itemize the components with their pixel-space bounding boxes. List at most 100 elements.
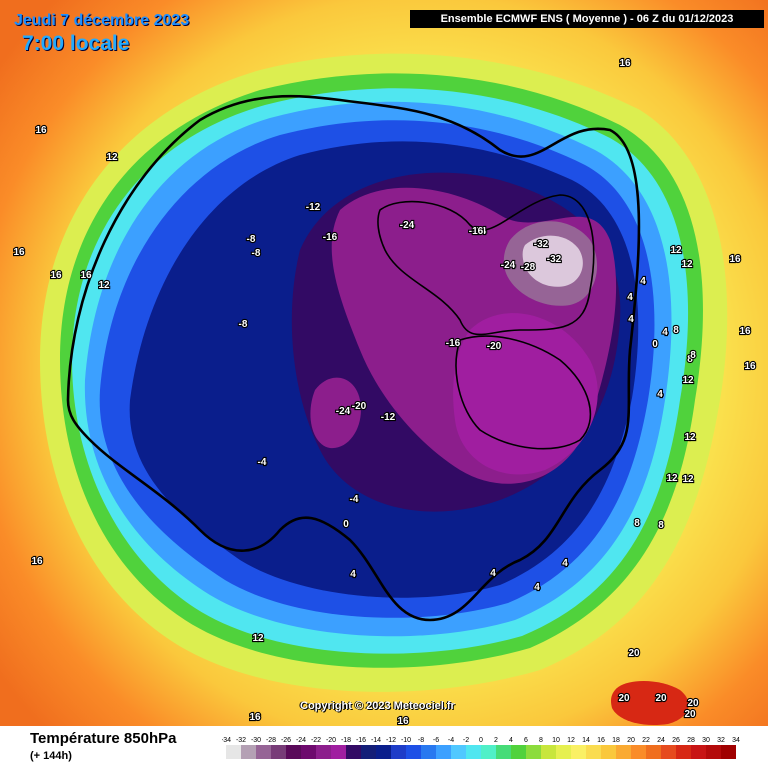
contour-label: 16	[744, 361, 756, 372]
scale-tick-label: -2	[463, 737, 469, 744]
contour-label: 12	[252, 633, 264, 644]
scale-tick-label: -4	[448, 737, 454, 744]
scale-swatch	[376, 745, 391, 759]
contour-label: 20	[687, 698, 699, 709]
contour-label: 4	[490, 568, 496, 579]
forecast-date: Jeudi 7 décembre 2023	[14, 12, 190, 29]
contour-label: -16	[323, 232, 338, 243]
scale-tick-label: -32	[236, 737, 246, 744]
scale-swatch	[256, 745, 271, 759]
contour-label: -20	[487, 341, 502, 352]
contour-label: 4	[534, 582, 540, 593]
contour-label: 4	[640, 276, 646, 287]
scale-tick-label: 24	[657, 737, 665, 744]
contour-label: 4	[627, 292, 633, 303]
contour-label: 8	[690, 350, 696, 361]
scale-swatch	[601, 745, 616, 759]
contour-label: 12	[682, 474, 694, 485]
isotherm-minus-20	[455, 335, 592, 450]
contour-label: -4	[258, 457, 267, 468]
contour-label: 12	[98, 280, 110, 291]
scale-tick-label: -34	[222, 737, 231, 744]
contour-label: -32	[534, 239, 549, 250]
contour-label: 16	[739, 326, 751, 337]
contour-label: 12	[666, 473, 678, 484]
band-magenta-scand	[310, 377, 361, 449]
contour-label: 4	[662, 327, 668, 338]
contour-label: 16	[35, 125, 47, 136]
contour-label: -16	[469, 226, 484, 237]
contour-label: 20	[655, 693, 667, 704]
band-hot-africa	[611, 681, 689, 726]
scale-swatch	[451, 745, 466, 759]
scale-tick-label: -10	[401, 737, 411, 744]
contour-label: 20	[684, 709, 696, 720]
scale-swatch	[706, 745, 721, 759]
scale-swatch	[346, 745, 361, 759]
contour-label: -24	[400, 220, 415, 231]
scale-swatch	[436, 745, 451, 759]
scale-tick-label: -28	[266, 737, 276, 744]
contour-label: 8	[658, 520, 664, 531]
scale-tick-label: 4	[509, 737, 513, 744]
scale-swatch	[466, 745, 481, 759]
contour-label: 4	[350, 569, 356, 580]
scale-swatch	[271, 745, 286, 759]
contour-label: -8	[239, 319, 248, 330]
isotherm-minus-24	[377, 194, 595, 336]
scale-tick-label: -12	[386, 737, 396, 744]
scale-tick-label: 30	[702, 737, 710, 744]
scale-swatch	[421, 745, 436, 759]
scale-tick-label: 2	[494, 737, 498, 744]
freezing-isotherm	[66, 94, 641, 622]
forecast-local-time: 7:00 locale	[22, 32, 130, 55]
scale-swatch	[721, 745, 736, 759]
scale-swatch	[676, 745, 691, 759]
scale-swatch	[481, 745, 496, 759]
contour-label: 12	[684, 432, 696, 443]
contour-label: 0	[652, 339, 658, 350]
color-scale: -34-32-30-28-26-24-22-20-18-16-14-12-10-…	[222, 737, 740, 759]
scale-swatch	[511, 745, 526, 759]
scale-tick-label: 26	[672, 737, 680, 744]
scale-swatch	[616, 745, 631, 759]
scale-tick-label: -8	[418, 737, 424, 744]
contour-label: -24	[336, 406, 351, 417]
band-coldest-core	[522, 235, 583, 287]
scale-swatch	[226, 745, 241, 759]
contour-label: 4	[628, 314, 634, 325]
scale-swatch	[526, 745, 541, 759]
contour-label: 12	[670, 245, 682, 256]
copyright-notice: Copyright © 2023 Meteociel.fr	[300, 700, 455, 712]
scale-tick-label: 32	[717, 737, 725, 744]
scale-swatch	[391, 745, 406, 759]
scale-swatch	[301, 745, 316, 759]
contour-label: 20	[618, 693, 630, 704]
contour-label: 12	[106, 152, 118, 163]
scale-swatch	[331, 745, 346, 759]
contour-label: 12	[681, 259, 693, 270]
scale-swatch	[241, 745, 256, 759]
contour-label: 4	[562, 558, 568, 569]
scale-swatch	[646, 745, 661, 759]
scale-tick-label: 16	[597, 737, 605, 744]
contour-label: -32	[547, 254, 562, 265]
scale-tick-label: -22	[311, 737, 321, 744]
contour-label: 16	[619, 58, 631, 69]
contour-label: -4	[350, 494, 359, 505]
scale-tick-label: 34	[732, 737, 740, 744]
contour-label: 16	[249, 712, 261, 723]
scale-tick-label: 0	[479, 737, 483, 744]
scale-tick-label: -26	[281, 737, 291, 744]
scale-swatch	[406, 745, 421, 759]
scale-tick-label: -18	[341, 737, 351, 744]
band-purple-2	[453, 313, 598, 475]
scale-swatch	[556, 745, 571, 759]
contour-label: 16	[31, 556, 43, 567]
scale-tick-label: -16	[356, 737, 366, 744]
scale-swatch	[541, 745, 556, 759]
contour-labels: -12-16-8-8-8-24-24-24 -28-32-32-16 -20-24-…	[12, 57, 757, 726]
scale-swatch	[496, 745, 511, 759]
contour-label: 16	[80, 270, 92, 281]
contour-label: -24	[501, 260, 516, 271]
